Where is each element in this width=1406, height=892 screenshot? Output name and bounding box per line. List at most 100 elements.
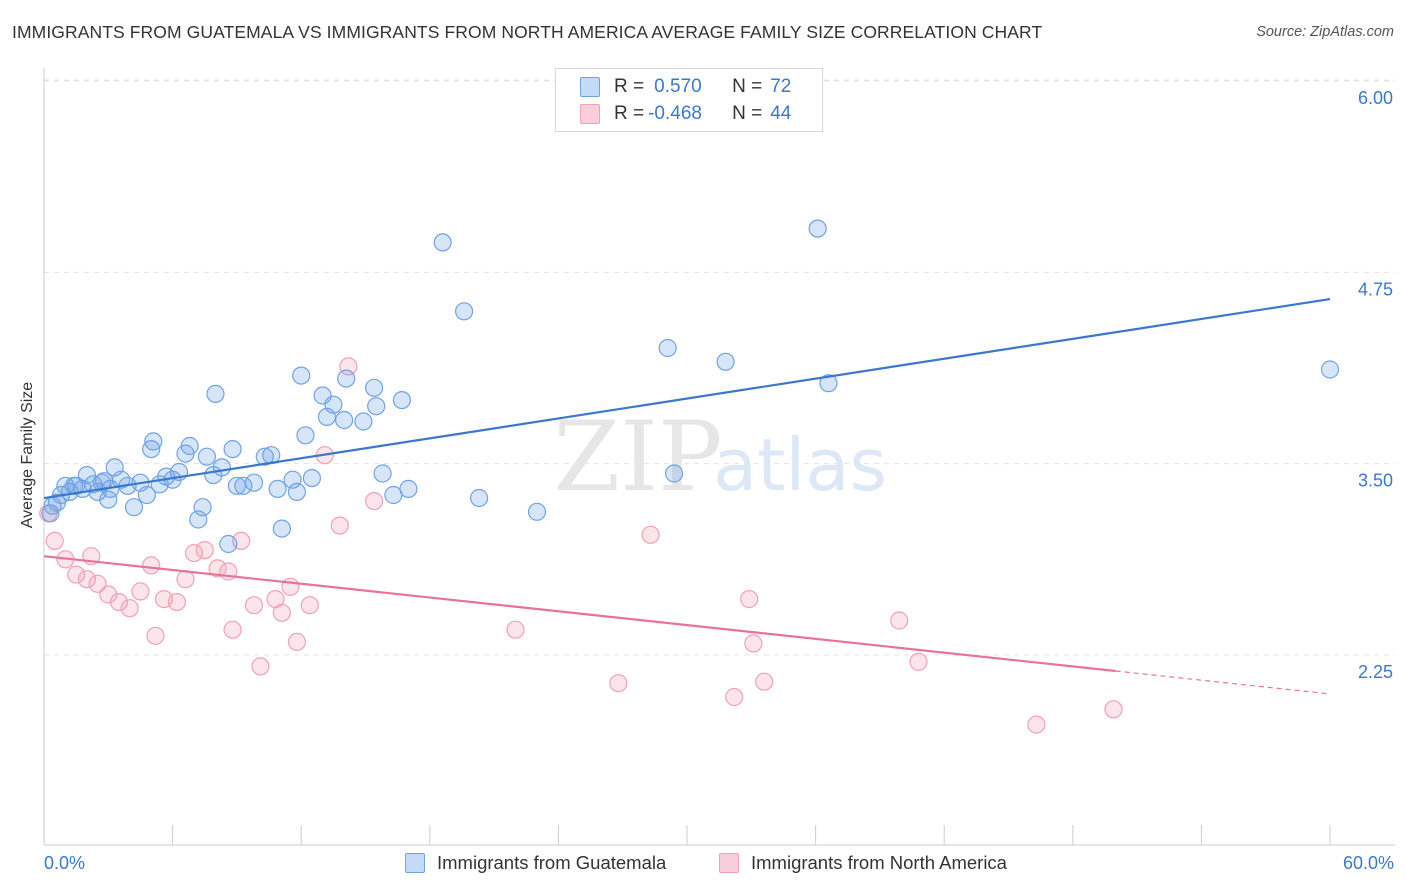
legend-r-value: 0.570	[654, 76, 702, 97]
north-america-point	[120, 599, 139, 618]
guatemala-point	[367, 397, 386, 416]
guatemala-point	[223, 440, 242, 459]
guatemala-point	[41, 504, 60, 523]
series-guatemala-points	[41, 219, 1340, 554]
guatemala-point	[244, 473, 264, 492]
guatemala-point	[77, 466, 97, 485]
north-america-point	[99, 585, 118, 604]
guatemala-point	[658, 338, 677, 358]
guatemala-point	[324, 395, 343, 414]
y-tick-label: 3.50	[1358, 471, 1393, 491]
guatemala-point	[137, 485, 156, 505]
series-legend: Immigrants from Guatemala Immigrants fro…	[0, 852, 1406, 878]
guatemala-point	[255, 447, 274, 466]
guatemala-point	[272, 519, 291, 538]
guatemala-point	[180, 436, 199, 456]
north-america-point	[251, 657, 270, 676]
guatemala-point	[392, 391, 411, 410]
guatemala-point	[302, 469, 321, 488]
guatemala-point	[335, 410, 354, 430]
y-tick-label: 4.75	[1358, 279, 1393, 299]
guatemala-point	[808, 219, 827, 238]
series-swatch-north-america	[719, 853, 739, 873]
chart-title: IMMIGRANTS FROM GUATEMALA VS IMMIGRANTS …	[12, 22, 1043, 42]
north-america-point	[365, 492, 384, 511]
legend-r-label: R =	[614, 76, 645, 97]
north-america-point	[109, 592, 129, 612]
watermark-atlas: atlas	[713, 423, 887, 507]
north-america-point	[281, 577, 300, 596]
watermark: ZIP atlas	[553, 401, 887, 513]
x-tick-label-max: 60.0%	[1342, 853, 1394, 873]
north-america-point	[208, 559, 227, 578]
north-america-point	[167, 592, 186, 612]
y-axis-label: Average Family Size	[19, 381, 36, 529]
legend-n-label: N =	[732, 76, 763, 97]
guatemala-point	[206, 384, 225, 403]
north-america-point	[609, 674, 628, 693]
legend-n-label: N =	[732, 103, 763, 124]
y-tick-label: 6.00	[1358, 88, 1393, 108]
north-america-point	[1104, 700, 1123, 719]
guatemala-point	[212, 458, 231, 477]
north-america-point	[744, 634, 763, 653]
north-america-point	[195, 540, 214, 560]
legend-n-value: 72	[770, 76, 792, 97]
watermark-zip: ZIP	[553, 401, 722, 513]
series-legend-north-america: Immigrants from North America	[719, 852, 1007, 874]
series-legend-label: Immigrants from Guatemala	[437, 852, 667, 873]
north-america-point	[176, 570, 195, 589]
legend-n-value: 44	[770, 103, 792, 124]
guatemala-point	[455, 302, 474, 321]
guatemala-point	[819, 374, 838, 393]
legend-swatch-guatemala	[580, 77, 600, 97]
north-america-point	[184, 543, 204, 563]
legend-swatch-north-america	[580, 104, 600, 124]
north-america-point	[330, 516, 349, 535]
guatemala-point	[234, 476, 253, 495]
series-north-america-points	[39, 357, 1123, 734]
legend-row-north-america: R = -0.468 N = 44	[580, 102, 791, 126]
north-america-point	[909, 652, 928, 671]
north-america-point	[725, 687, 744, 707]
guatemala-point	[470, 488, 489, 508]
y-tick-label: 2.25	[1358, 662, 1393, 682]
guatemala-point	[373, 464, 392, 483]
north-america-point	[131, 582, 150, 601]
north-america-point	[67, 565, 86, 584]
guatemala-point	[716, 352, 735, 371]
north-america-point	[88, 574, 107, 593]
guatemala-point	[365, 378, 384, 397]
legend-row-guatemala: R = 0.570 N = 72	[580, 75, 791, 99]
guatemala-point	[193, 498, 212, 517]
legend-r-label: R =	[614, 103, 645, 124]
guatemala-point	[197, 447, 216, 466]
series-swatch-guatemala	[405, 853, 425, 873]
north-america-point	[223, 620, 242, 639]
guatemala-point	[527, 502, 547, 521]
guatemala-point	[664, 464, 684, 483]
guatemala-point	[1320, 360, 1340, 379]
guatemala-point	[433, 233, 452, 252]
guatemala-point	[354, 412, 373, 431]
guatemala-point	[337, 369, 356, 388]
north-america-point	[506, 620, 525, 639]
guatemala-point	[219, 534, 238, 554]
series-legend-guatemala: Immigrants from Guatemala	[405, 852, 666, 874]
guatemala-point	[399, 479, 418, 498]
north-america-point	[272, 603, 291, 622]
north-america-point	[890, 611, 909, 630]
trend-line-north-america-extension	[1115, 670, 1331, 695]
source-credit: Source: ZipAtlas.com	[1256, 24, 1394, 40]
trend-line-north-america	[43, 555, 1116, 673]
north-america-point	[287, 632, 306, 652]
guatemala-point	[92, 473, 112, 492]
guatemala-point	[268, 479, 287, 498]
north-america-point	[641, 525, 660, 544]
guatemala-point	[124, 498, 144, 517]
guatemala-point	[287, 482, 306, 501]
north-america-point	[45, 531, 64, 551]
north-america-point	[146, 626, 165, 645]
north-america-point	[740, 589, 759, 609]
legend-r-value: -0.468	[648, 103, 702, 124]
